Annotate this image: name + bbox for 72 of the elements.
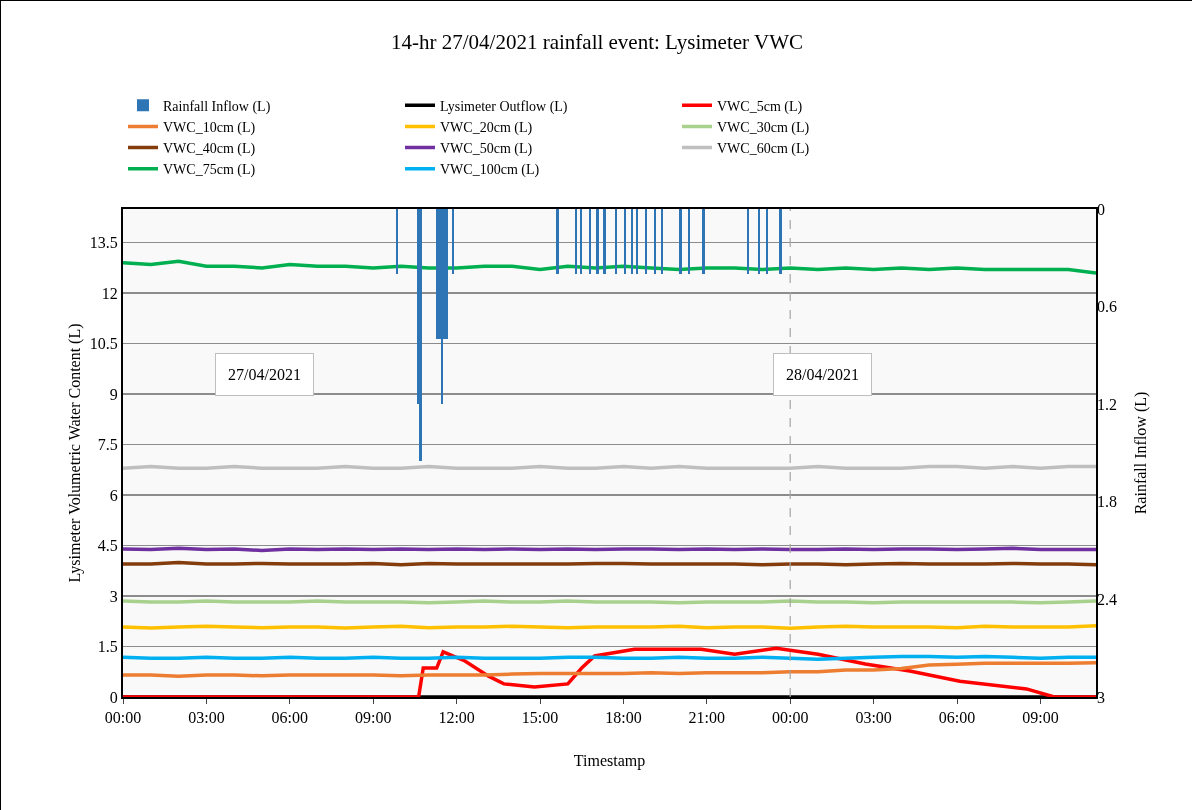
y-tick-label: 9 — [109, 385, 118, 403]
bar — [746, 209, 750, 275]
legend-label: VWC_50cm (L) — [440, 141, 533, 158]
y-tick-label: 12 — [101, 284, 118, 302]
legend-label: VWC_10cm (L) — [163, 119, 256, 136]
x-tick-label: 15:00 — [521, 709, 559, 727]
bar — [596, 209, 599, 275]
x-tick-label: 03:00 — [855, 709, 892, 727]
legend-label: VWC_75cm (L) — [163, 162, 256, 179]
annotation: 27/04/2021 — [228, 366, 301, 383]
legend-label: VWC_5cm (L) — [717, 98, 803, 115]
y-tick-label: 10.5 — [89, 335, 118, 353]
x-tick-label: 12:00 — [438, 709, 475, 727]
bar — [440, 209, 443, 405]
y2-tick-label: 0.6 — [1097, 298, 1117, 316]
bar — [702, 209, 705, 275]
y-tick-label: 1.5 — [97, 638, 118, 656]
bar — [452, 209, 455, 275]
y-tick-label: 13.5 — [89, 234, 118, 252]
y-tick-label: 3 — [109, 587, 118, 605]
bar — [758, 209, 761, 275]
y2-tick-label: 2.4 — [1097, 591, 1117, 608]
x-tick-label: 21:00 — [688, 709, 726, 727]
legend-label: VWC_60cm (L) — [717, 141, 810, 158]
y-tick-label: 0 — [109, 688, 118, 706]
y-axis-title: Lysimeter Volumetric Water Content (L) — [66, 323, 84, 583]
x-tick-label: 00:00 — [771, 709, 809, 727]
x-tick-label: 03:00 — [188, 709, 225, 727]
x-tick-label: 06:00 — [938, 709, 976, 727]
x-tick-label: 00:00 — [104, 709, 142, 727]
line-series — [123, 259, 1096, 275]
x-tick-label: 09:00 — [354, 709, 392, 727]
bar — [660, 209, 663, 275]
y2-tick-label: 1.8 — [1097, 493, 1117, 511]
y2-axis-title: Rainfall Inflow (L) — [1132, 391, 1150, 515]
annotation: 28/04/2021 — [786, 366, 859, 383]
y-tick-label: 4.5 — [97, 537, 118, 555]
bar — [445, 209, 448, 340]
bar — [603, 209, 606, 275]
y-tick-label: 6 — [109, 486, 118, 504]
x-axis-title: Timestamp — [573, 752, 646, 771]
bar — [556, 209, 559, 275]
x-tick-label: 18:00 — [605, 709, 642, 727]
legend-label: VWC_40cm (L) — [163, 141, 256, 158]
bar — [588, 209, 592, 275]
bar — [779, 209, 782, 275]
bar — [614, 209, 618, 275]
bar — [396, 209, 399, 275]
bar — [765, 209, 769, 275]
bar — [644, 209, 648, 275]
y-tick-label: 7.5 — [97, 436, 118, 454]
bar — [679, 209, 682, 275]
legend-label: VWC_20cm (L) — [440, 119, 533, 136]
bar — [635, 209, 638, 275]
bar — [654, 209, 657, 275]
bar — [419, 209, 422, 462]
legend-label: Rainfall Inflow (L) — [163, 98, 271, 115]
y2-tick-label: 0 — [1097, 200, 1105, 218]
chart-title: 14-hr 27/04/2021 rainfall event: Lysimeter VWC — [391, 29, 803, 54]
bar — [631, 209, 634, 275]
bar — [688, 209, 691, 275]
x-tick-label: 06:00 — [271, 709, 309, 727]
bar — [579, 209, 582, 275]
legend-label: VWC_100cm (L) — [440, 162, 540, 179]
y2-tick-label: 3 — [1097, 688, 1105, 706]
bar — [624, 209, 627, 275]
y2-tick-label: 1.2 — [1097, 395, 1117, 413]
line-series — [123, 660, 1096, 678]
bar — [575, 209, 578, 275]
x-tick-label: 09:00 — [1022, 709, 1059, 727]
legend-label: Lysimeter Outflow (L) — [440, 98, 568, 115]
legend-label: VWC_30cm (L) — [717, 119, 810, 136]
